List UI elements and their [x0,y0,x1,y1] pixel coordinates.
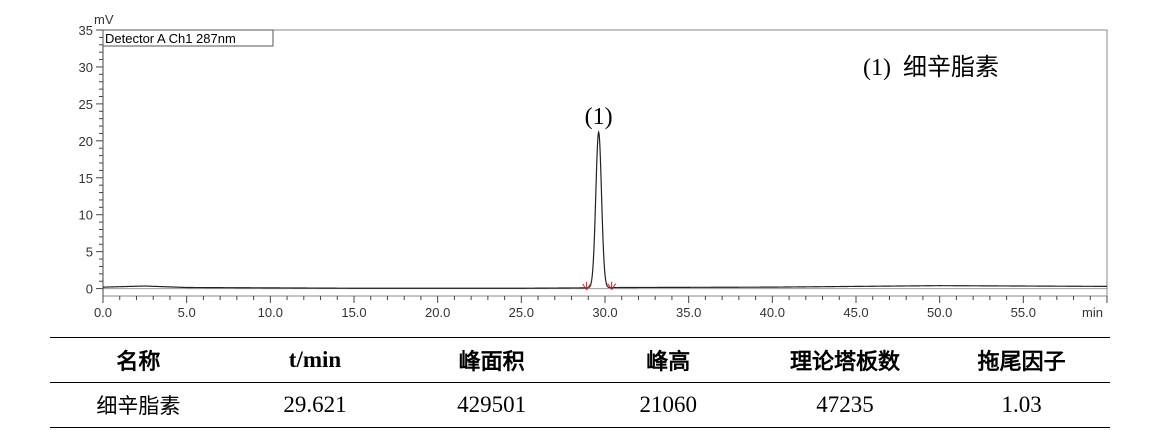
y-tick-label: 30 [79,60,93,75]
cell-peak-area: 429501 [403,382,580,428]
chromatogram-trace [102,130,1107,289]
table-header-row: 名称 t/min 峰面积 峰高 理论塔板数 拖尾因子 [50,337,1110,383]
y-tick-label: 35 [79,23,93,38]
detector-label-box [102,29,274,47]
y-tick-label: 20 [79,134,93,149]
x-tick-label: 35.0 [676,305,701,320]
header-peak-area: 峰面积 [403,337,580,383]
x-tick-label: 10.0 [258,305,283,320]
integration-mark [582,281,592,291]
y-tick-label: 10 [79,208,93,223]
y-tick-label: 5 [86,245,93,260]
y-axis-unit: mV [94,12,114,27]
integration-marks [582,281,617,291]
y-axis: 0 5 10 15 20 25 30 35 [79,23,104,297]
results-table: 名称 t/min 峰面积 峰高 理论塔板数 拖尾因子 细辛脂素 29.621 4… [50,337,1110,428]
y-tick-label: 25 [79,97,93,112]
compound-legend: (1) 细辛脂素 [863,54,999,81]
header-tailing-factor: 拖尾因子 [933,337,1110,383]
x-tick-label: 50.0 [927,305,952,320]
peak-label: (1) [585,104,613,130]
header-theoretical-plates: 理论塔板数 [756,337,934,383]
x-tick-label: 45.0 [843,305,868,320]
x-axis-unit: min [1082,305,1103,320]
cell-peak-height: 21060 [579,382,757,428]
x-tick-label: 0.0 [94,305,112,320]
detector-label: Detector A Ch1 287nm [105,31,236,46]
cell-retention-time: 29.621 [226,382,404,428]
table-row: 细辛脂素 29.621 429501 21060 47235 1.03 [50,382,1110,428]
cell-compound-name: 细辛脂素 [50,382,227,428]
y-tick-label: 15 [79,171,93,186]
x-tick-label: 30.0 [592,305,617,320]
y-tick-label: 0 [86,282,93,297]
x-tick-label: 5.0 [178,305,196,320]
x-tick-label: 15.0 [341,305,366,320]
header-peak-height: 峰高 [579,337,757,383]
integration-mark [607,281,617,290]
x-tick-label: 40.0 [760,305,785,320]
x-tick-label: 55.0 [1011,305,1036,320]
header-retention-time: t/min [226,337,404,383]
x-tick-label: 25.0 [509,305,534,320]
header-name: 名称 [50,337,227,383]
cell-tailing-factor: 1.03 [933,382,1110,428]
cell-theoretical-plates: 47235 [756,382,934,428]
x-axis: 0.0 5.0 10.0 15.0 20.0 25.0 30.0 35.0 40.0 45.0 50… [94,296,1108,320]
x-tick-label: 20.0 [425,305,450,320]
chromatogram-chart: 0 5 10 15 20 25 30 35 0.0 5.0 10.0 15.0 20.0 25.0 30.… [79,12,1108,320]
